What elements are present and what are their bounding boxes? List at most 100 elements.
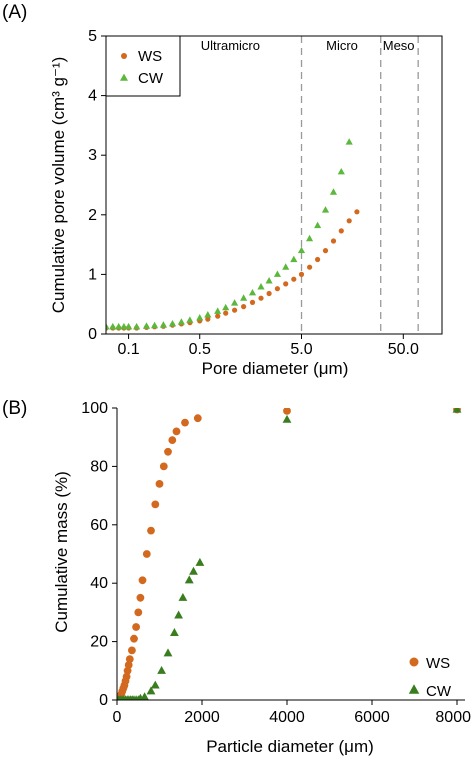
panel-a-label: (A) [2,2,27,23]
series-a-cw [106,138,353,330]
y-tick-label-b-0: 0 [99,692,108,709]
y-tick-label-b-60: 60 [90,517,108,534]
point-b-ws-13 [127,646,136,655]
point-a-cw-14 [214,307,222,314]
point-a-cw-24 [297,246,306,254]
point-a-ws-23 [291,276,297,282]
x-tick-label-b-2000: 2000 [184,709,220,726]
point-a-ws-24 [298,271,305,277]
point-a-cw-30 [345,138,353,145]
panel-b-label: (B) [2,398,27,419]
point-b-ws-27 [181,418,189,427]
point-a-ws-21 [274,286,280,292]
point-a-ws-29 [338,228,344,234]
point-b-ws-19 [142,550,151,558]
point-b-ws-9 [122,672,131,681]
point-a-cw-21 [273,270,281,277]
legend-b-label-ws: WS [426,655,450,672]
point-b-cw-25 [282,414,292,423]
region-label-ultramicro: Ultramicro [201,38,260,53]
point-a-cw-29 [337,168,345,175]
y-tick-label-a-5: 5 [88,28,97,45]
point-a-cw-9 [168,320,177,327]
point-a-ws-14 [215,313,221,319]
point-a-ws-31 [354,209,360,215]
point-a-ws-22 [283,281,289,287]
legend-a-box [105,35,181,97]
y-tick-label-a-0: 0 [88,326,97,343]
point-a-cw-16 [231,299,239,306]
point-a-cw-3 [120,322,128,330]
x-axis-title-a: Pore diameter (μm) [202,359,349,378]
y-tick-label-a-1: 1 [88,266,97,283]
point-b-cw-24 [195,557,205,566]
point-a-cw-28 [329,188,337,195]
point-a-cw-20 [265,277,273,284]
point-a-cw-8 [159,321,167,328]
point-a-cw-17 [240,294,248,301]
point-a-cw-12 [196,314,204,321]
point-a-ws-15 [223,310,229,316]
point-a-ws-17 [241,304,247,310]
series-b-cw [117,408,462,700]
point-a-ws-13 [205,316,211,322]
point-a-cw-23 [290,255,298,263]
x-tick-label-b-6000: 6000 [354,709,390,726]
point-b-cw-22 [184,575,194,584]
point-a-cw-13 [204,311,212,318]
point-a-ws-27 [322,248,329,254]
point-a-cw-26 [314,221,322,229]
point-b-ws-22 [155,480,164,488]
point-b-cw-23 [189,566,198,575]
point-b-cw-19 [170,628,179,636]
point-b-ws-11 [124,661,133,669]
point-b-ws-21 [151,500,160,509]
point-b-cw-21 [178,593,188,601]
point-a-cw-5 [133,322,141,330]
point-a-cw-1 [109,322,117,330]
x-tick-label-a-3: 50.0 [388,341,419,358]
point-b-ws-25 [168,436,177,444]
y-tick-label-a-2: 2 [88,207,97,224]
point-b-ws-20 [147,526,155,535]
point-a-ws-19 [258,295,264,301]
x-tick-label-b-0: 0 [113,709,122,726]
x-tick-label-a-0: 0.1 [117,341,139,358]
panel-b: (B) 0 20 40 60 80 100 0 2000 4000 6000 8000 WS CW P… [2,398,471,756]
series-b-ws [117,408,461,700]
series-a-ws [106,209,360,331]
point-a-cw-25 [306,234,314,242]
legend-b-marker-ws [409,657,419,667]
y-axis-title-b: Cumulative mass (%) [52,471,71,633]
point-b-ws-29 [283,408,291,415]
point-a-ws-20 [266,290,272,297]
x-tick-label-a-2: 5.0 [290,341,312,358]
point-a-ws-18 [249,299,256,305]
point-b-cw-15 [146,686,156,695]
point-b-ws-10 [123,666,132,675]
point-b-ws-18 [138,576,147,585]
point-a-ws-25 [307,264,313,270]
legend-b-marker-cw [408,684,420,694]
point-a-cw-18 [248,289,257,296]
region-label-micro: Micro [326,38,358,53]
point-a-cw-6 [142,322,151,329]
point-b-ws-24 [164,447,172,456]
point-a-cw-27 [321,206,330,213]
point-a-cw-22 [282,263,290,270]
point-a-cw-19 [257,283,265,290]
point-b-cw-18 [163,648,173,657]
point-b-ws-15 [132,623,141,631]
point-a-cw-10 [177,318,185,325]
point-a-cw-7 [151,321,159,329]
y-tick-label-b-40: 40 [90,575,108,592]
y-tick-label-a-4: 4 [88,88,97,105]
point-b-cw-20 [174,610,183,619]
point-b-ws-26 [172,427,181,436]
point-a-cw-4 [125,322,133,330]
point-a-ws-28 [330,238,337,244]
point-a-cw-0 [106,322,110,330]
legend-a-label-cw: CW [138,70,164,87]
point-b-cw-14 [140,692,149,700]
point-a-cw-2 [115,322,123,330]
